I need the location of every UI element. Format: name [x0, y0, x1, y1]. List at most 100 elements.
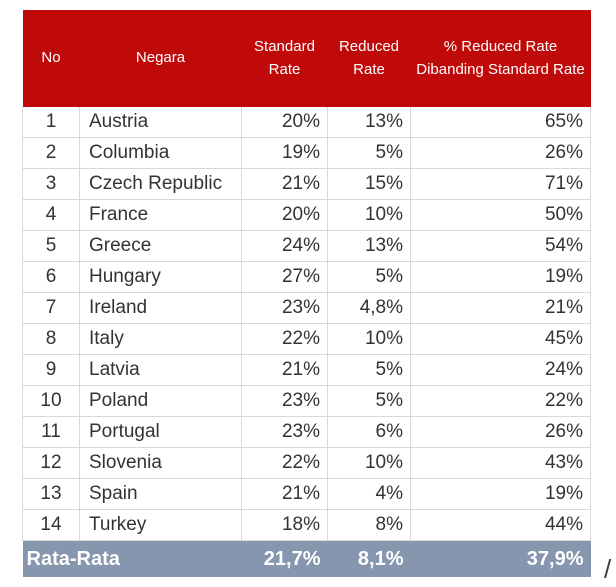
- table-row: 3 Czech Republic 21% 15% 71%: [22, 168, 591, 200]
- header-reduced-rate: Reduced Rate: [327, 10, 411, 107]
- cell-pct-reduced: 54%: [410, 230, 591, 262]
- cell-reduced-rate: 4,8%: [327, 292, 411, 324]
- cell-standard-rate: 24%: [241, 230, 328, 262]
- header-negara: Negara: [79, 10, 242, 107]
- table-row: 6 Hungary 27% 5% 19%: [22, 261, 591, 293]
- table-row: 8 Italy 22% 10% 45%: [22, 323, 591, 355]
- table-row: 1 Austria 20% 13% 65%: [22, 107, 591, 138]
- footer-row: Rata-Rata 21,7% 8,1% 37,9%: [22, 540, 591, 577]
- cell-negara: Hungary: [79, 261, 242, 293]
- table-row: 5 Greece 24% 13% 54%: [22, 230, 591, 262]
- footer-pct-reduced: 37,9%: [410, 540, 591, 577]
- cell-pct-reduced: 26%: [410, 416, 591, 448]
- cell-pct-reduced: 26%: [410, 137, 591, 169]
- cell-negara: Columbia: [79, 137, 242, 169]
- cell-no: 6: [22, 261, 80, 293]
- cell-pct-reduced: 50%: [410, 199, 591, 231]
- cell-no: 8: [22, 323, 80, 355]
- cell-pct-reduced: 43%: [410, 447, 591, 479]
- cell-reduced-rate: 8%: [327, 509, 411, 541]
- cell-standard-rate: 22%: [241, 323, 328, 355]
- cell-standard-rate: 23%: [241, 292, 328, 324]
- table-row: 7 Ireland 23% 4,8% 21%: [22, 292, 591, 324]
- cell-no: 2: [22, 137, 80, 169]
- cell-standard-rate: 19%: [241, 137, 328, 169]
- cell-pct-reduced: 71%: [410, 168, 591, 200]
- cell-negara: Spain: [79, 478, 242, 510]
- cell-negara: Austria: [79, 107, 242, 138]
- footer-standard-rate: 21,7%: [241, 540, 328, 577]
- cell-reduced-rate: 4%: [327, 478, 411, 510]
- cell-negara: Czech Republic: [79, 168, 242, 200]
- footer-label: Rata-Rata: [22, 540, 242, 577]
- cell-negara: Ireland: [79, 292, 242, 324]
- cell-negara: Italy: [79, 323, 242, 355]
- cell-reduced-rate: 5%: [327, 261, 411, 293]
- cell-reduced-rate: 5%: [327, 385, 411, 417]
- cell-pct-reduced: 19%: [410, 261, 591, 293]
- table-row: 14 Turkey 18% 8% 44%: [22, 509, 591, 541]
- cell-standard-rate: 23%: [241, 416, 328, 448]
- header-row: No Negara Standard Rate Reduced Rate % R…: [22, 10, 591, 107]
- cell-no: 3: [22, 168, 80, 200]
- cell-pct-reduced: 22%: [410, 385, 591, 417]
- header-standard-rate: Standard Rate: [241, 10, 328, 107]
- table-row: 12 Slovenia 22% 10% 43%: [22, 447, 591, 479]
- cell-no: 13: [22, 478, 80, 510]
- cell-standard-rate: 27%: [241, 261, 328, 293]
- table-header: No Negara Standard Rate Reduced Rate % R…: [22, 10, 591, 107]
- cell-negara: Portugal: [79, 416, 242, 448]
- cell-pct-reduced: 21%: [410, 292, 591, 324]
- cell-standard-rate: 21%: [241, 354, 328, 386]
- header-pct-reduced: % Reduced Rate Dibanding Standard Rate: [410, 10, 591, 107]
- footer-reduced-rate: 8,1%: [327, 540, 411, 577]
- table-row: 10 Poland 23% 5% 22%: [22, 385, 591, 417]
- cell-standard-rate: 21%: [241, 478, 328, 510]
- cell-no: 11: [22, 416, 80, 448]
- cell-standard-rate: 22%: [241, 447, 328, 479]
- header-no: No: [22, 10, 80, 107]
- cell-reduced-rate: 13%: [327, 107, 411, 138]
- table-row: 13 Spain 21% 4% 19%: [22, 478, 591, 510]
- cell-reduced-rate: 6%: [327, 416, 411, 448]
- cell-no: 12: [22, 447, 80, 479]
- cell-negara: Greece: [79, 230, 242, 262]
- cell-reduced-rate: 5%: [327, 354, 411, 386]
- table-footer: Rata-Rata 21,7% 8,1% 37,9%: [22, 540, 591, 577]
- vat-rates-table: No Negara Standard Rate Reduced Rate % R…: [22, 10, 591, 577]
- cell-reduced-rate: 15%: [327, 168, 411, 200]
- table-row: 9 Latvia 21% 5% 24%: [22, 354, 591, 386]
- cell-pct-reduced: 24%: [410, 354, 591, 386]
- cell-pct-reduced: 19%: [410, 478, 591, 510]
- cell-negara: France: [79, 199, 242, 231]
- cell-no: 5: [22, 230, 80, 262]
- cell-pct-reduced: 65%: [410, 107, 591, 138]
- cell-no: 10: [22, 385, 80, 417]
- slash-annotation: /: [604, 554, 612, 584]
- cell-reduced-rate: 10%: [327, 323, 411, 355]
- cell-reduced-rate: 10%: [327, 199, 411, 231]
- cell-standard-rate: 21%: [241, 168, 328, 200]
- cell-no: 4: [22, 199, 80, 231]
- cell-negara: Latvia: [79, 354, 242, 386]
- table-row: 11 Portugal 23% 6% 26%: [22, 416, 591, 448]
- table-body: 1 Austria 20% 13% 65% 2 Columbia 19% 5% …: [22, 107, 591, 541]
- cell-negara: Turkey: [79, 509, 242, 541]
- cell-reduced-rate: 10%: [327, 447, 411, 479]
- cell-standard-rate: 20%: [241, 199, 328, 231]
- cell-no: 1: [22, 107, 80, 138]
- cell-no: 9: [22, 354, 80, 386]
- cell-standard-rate: 18%: [241, 509, 328, 541]
- cell-no: 14: [22, 509, 80, 541]
- cell-standard-rate: 20%: [241, 107, 328, 138]
- cell-negara: Poland: [79, 385, 242, 417]
- cell-reduced-rate: 5%: [327, 137, 411, 169]
- cell-pct-reduced: 45%: [410, 323, 591, 355]
- table-row: 4 France 20% 10% 50%: [22, 199, 591, 231]
- table-row: 2 Columbia 19% 5% 26%: [22, 137, 591, 169]
- cell-negara: Slovenia: [79, 447, 242, 479]
- cell-reduced-rate: 13%: [327, 230, 411, 262]
- cell-standard-rate: 23%: [241, 385, 328, 417]
- cell-pct-reduced: 44%: [410, 509, 591, 541]
- cell-no: 7: [22, 292, 80, 324]
